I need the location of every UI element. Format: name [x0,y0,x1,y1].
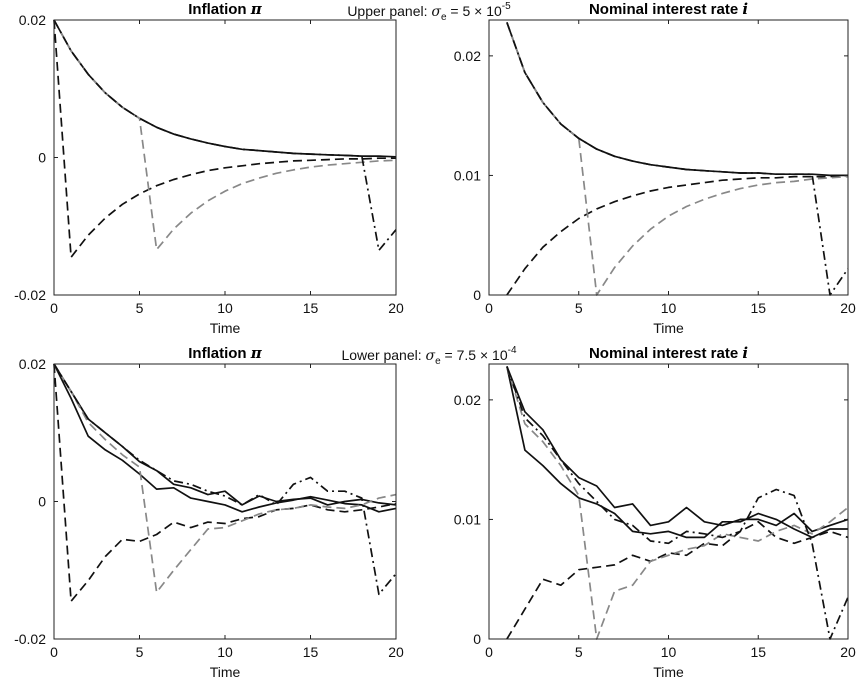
series-line-3 [506,520,849,640]
x-tick-label: 10 [661,300,677,316]
series-line-5 [53,363,397,596]
series-line-2 [506,174,849,296]
x-tick-label: 0 [50,300,58,316]
x-tick-label: 20 [388,644,404,660]
chart-title: Inflation π [188,344,263,362]
x-axis-label: Time [653,664,684,680]
y-tick-label: 0.01 [454,167,481,183]
x-axis-label: Time [210,664,241,680]
y-tick-label: 0.02 [19,12,46,28]
series-line-1 [506,366,849,533]
chart-upper-interest: Nominal interest rate i 0 5 10 15 20 0.02 0.01 0… [454,0,856,336]
x-tick-label: 10 [217,300,233,316]
y-tick-label: 0 [473,631,481,647]
y-tick-label: 0.02 [19,356,46,372]
series-line-1 [53,19,397,158]
y-tick-label: 0.01 [454,511,481,527]
x-tick-label: 10 [661,644,677,660]
y-tick-label: -0.02 [14,631,46,647]
x-tick-label: 20 [388,300,404,316]
plot-frame [488,19,849,296]
x-tick-label: 0 [485,644,493,660]
x-tick-label: 0 [50,644,58,660]
x-tick-label: 0 [485,300,493,316]
chart-title: Nominal interest rate i [589,344,748,362]
series-line-3 [506,22,849,296]
chart-lower-interest: Nominal interest rate i 0 5 10 15 20 0.02 0.01 0… [454,344,856,680]
series-line-4 [53,19,397,252]
x-axis-label: Time [653,320,684,336]
y-tick-label: 0.02 [454,48,481,64]
x-tick-label: 20 [840,300,856,316]
x-tick-label: 5 [136,644,144,660]
lower-panel-label: Lower panel: σe = 7.5 × 10-4 [341,345,516,367]
series-line-5 [506,366,849,640]
x-tick-label: 15 [303,644,319,660]
chart-title: Nominal interest rate i [589,0,748,18]
series-line-3 [53,19,397,251]
series-line-4 [506,366,849,640]
y-tick-label: 0.02 [454,392,481,408]
x-tick-label: 15 [750,300,766,316]
y-tick-label: 0 [38,150,46,166]
upper-panel-label: Upper panel: σe = 5 × 10-5 [347,1,511,23]
series-line-4 [506,22,849,296]
x-tick-label: 15 [303,300,319,316]
series-line-4 [53,363,397,594]
plot-frame [53,19,397,296]
series-line-3 [53,363,397,603]
x-tick-label: 5 [575,644,583,660]
series-line-2 [506,366,848,539]
chart-title: Inflation π [188,0,263,18]
x-tick-label: 20 [840,644,856,660]
x-tick-label: 10 [217,644,233,660]
series-line-2 [53,363,397,513]
series-line-1 [506,22,848,177]
x-tick-label: 5 [136,300,144,316]
plot-frame [488,363,849,640]
y-tick-label: 0 [473,287,481,303]
x-axis-label: Time [210,320,241,336]
series-line-2 [53,19,396,259]
x-tick-label: 5 [575,300,583,316]
series-line-1 [53,363,397,506]
y-tick-label: 0 [38,494,46,510]
y-tick-label: -0.02 [14,287,46,303]
x-tick-label: 15 [750,644,766,660]
